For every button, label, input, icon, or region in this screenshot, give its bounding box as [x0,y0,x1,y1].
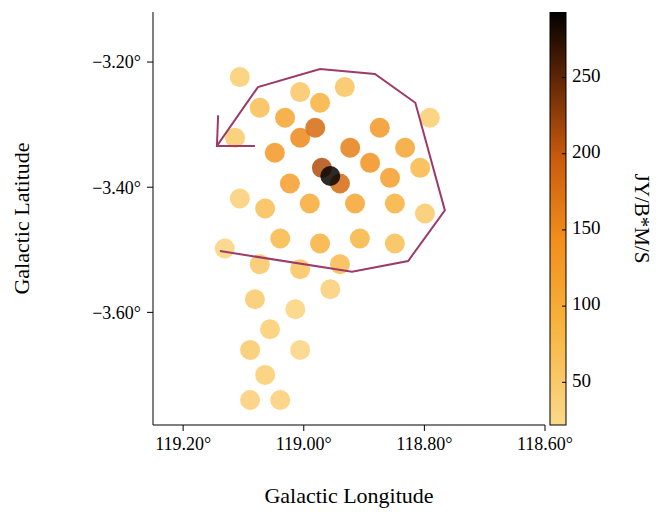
svg-text:Galactic Longitude: Galactic Longitude [264,483,433,508]
svg-text:−3.20°: −3.20° [92,52,141,72]
svg-text:150: 150 [572,217,601,238]
svg-text:118.60°: 118.60° [517,434,573,454]
svg-text:119.00°: 119.00° [276,434,332,454]
svg-text:250: 250 [572,65,601,86]
svg-text:50: 50 [572,370,591,391]
svg-text:200: 200 [572,141,601,162]
svg-text:Galactic Latitude: Galactic Latitude [9,142,34,294]
svg-text:JY/B*M/S: JY/B*M/S [630,174,654,264]
svg-text:−3.60°: −3.60° [92,303,141,323]
svg-text:119.20°: 119.20° [155,434,211,454]
svg-text:118.80°: 118.80° [396,434,452,454]
svg-text:100: 100 [572,293,601,314]
svg-text:−3.40°: −3.40° [92,178,141,198]
